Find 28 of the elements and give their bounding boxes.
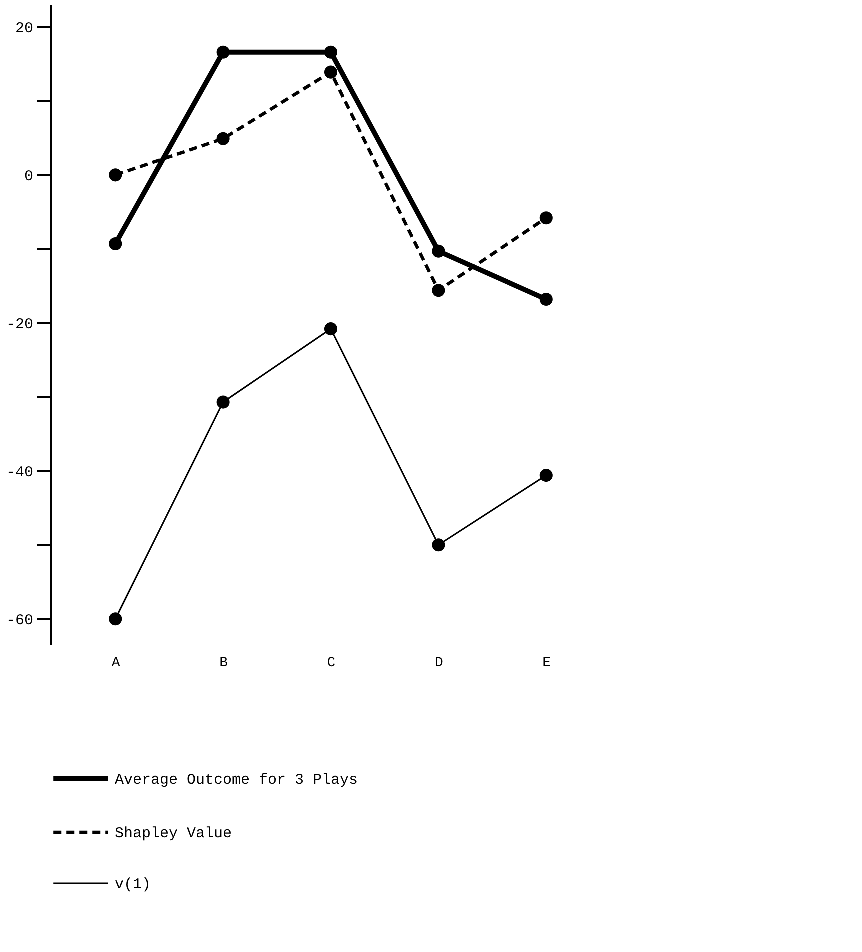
point [432, 244, 446, 258]
y-tick-label: 0 [24, 168, 34, 186]
point [324, 46, 338, 59]
point [324, 66, 338, 79]
legend-label: Average Outcome for 3 Plays [115, 772, 358, 789]
point [540, 292, 553, 306]
point [216, 46, 230, 59]
point [432, 538, 446, 552]
point [216, 132, 230, 146]
point [216, 396, 230, 409]
x-tick-label: C [327, 656, 336, 672]
point [109, 612, 122, 626]
point [109, 168, 122, 182]
x-tick-label: D [434, 656, 444, 672]
x-tick-label: E [542, 656, 552, 672]
x-tick-label: B [220, 656, 228, 672]
point [540, 469, 553, 482]
point [540, 212, 553, 225]
legend-label: Shapley Value [115, 826, 232, 842]
y-tick-label: -60 [6, 612, 34, 630]
y-tick-label: -20 [6, 316, 34, 334]
point [432, 284, 446, 298]
y-tick-label: -40 [6, 464, 34, 482]
point [324, 322, 338, 336]
y-tick-label: 20 [15, 20, 34, 38]
x-tick-label: A [112, 656, 121, 672]
legend-label: v(1) [115, 876, 152, 894]
point [109, 237, 122, 250]
